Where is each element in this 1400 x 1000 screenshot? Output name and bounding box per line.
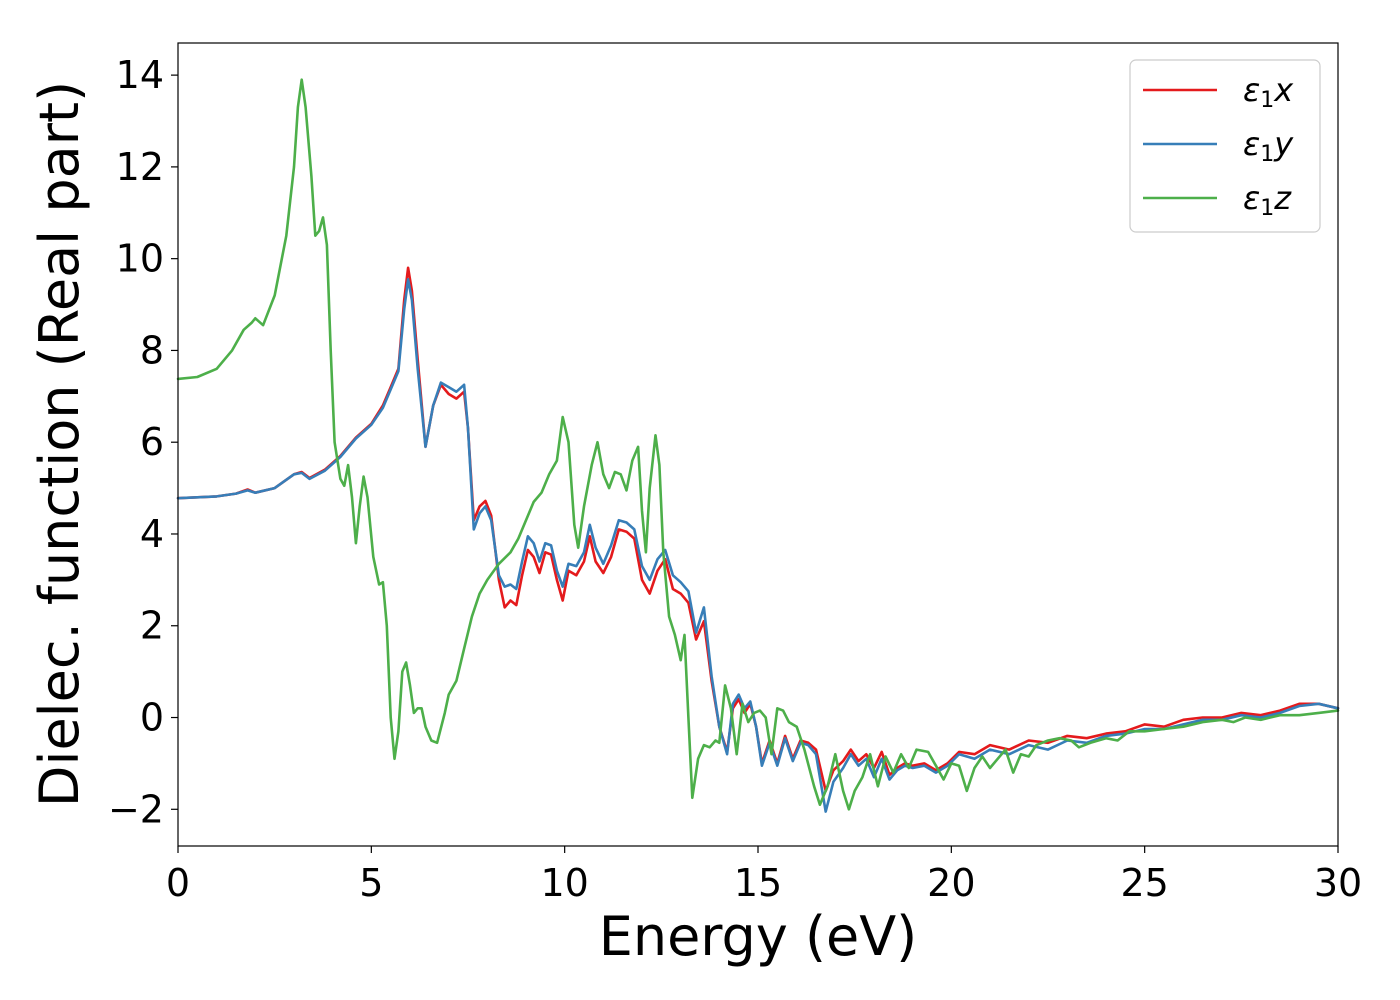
x-tick-label: 15 [734,861,782,905]
legend: ε1x ε1y ε1z [1129,59,1321,233]
legend-box [1129,59,1321,233]
x-tick-label: 30 [1314,861,1362,905]
y-tick-label: 0 [140,696,164,740]
y-tick-label: 4 [140,512,164,556]
x-tick-label: 20 [927,861,975,905]
y-tick-label: 8 [140,328,164,372]
x-tick-label: 0 [166,861,190,905]
series-line-y [176,278,1340,813]
y-tick-label: 10 [116,237,164,281]
x-axis-ticks: 0 5 10 15 20 25 30 [166,846,1362,905]
x-tick-label: 10 [540,861,588,905]
y-tick-label: 2 [140,604,164,648]
series-layer [176,78,1340,813]
x-tick-label: 25 [1120,861,1168,905]
y-axis-title: Dielec. function (Real part) [28,81,91,807]
legend-label-y: ε1y [1243,125,1294,167]
y-tick-label: 12 [116,145,164,189]
y-axis-ticks: −2 0 2 4 6 8 10 12 14 [108,53,178,831]
series-line-z [176,78,1340,811]
y-tick-label: 14 [116,53,164,97]
legend-label-z: ε1z [1243,179,1292,221]
x-axis-title: Energy (eV) [599,905,918,968]
x-tick-label: 5 [359,861,383,905]
y-tick-label: −2 [108,787,164,831]
legend-label-x: ε1x [1243,71,1294,113]
y-tick-label: 6 [140,420,164,464]
